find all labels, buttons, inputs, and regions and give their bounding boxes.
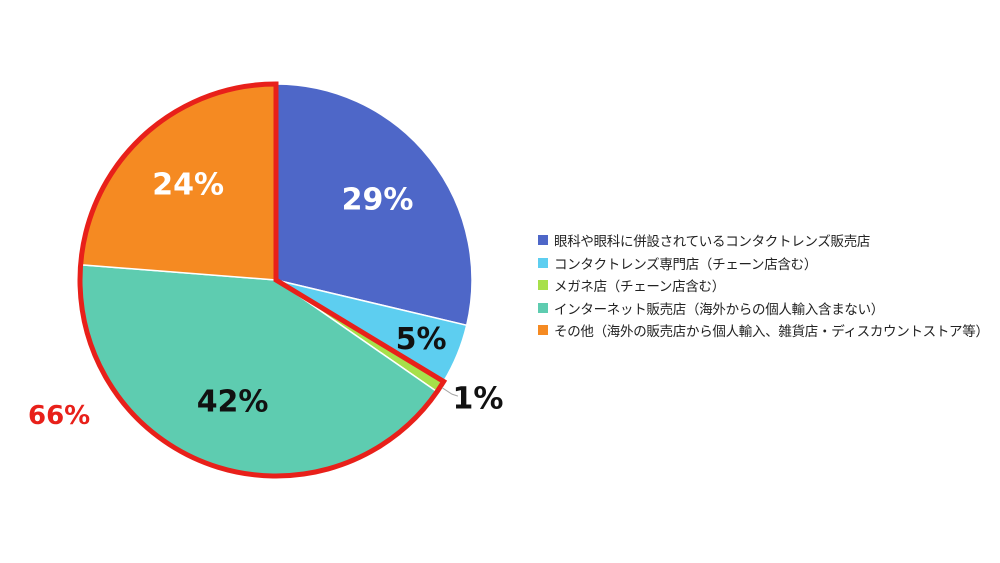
legend-swatch <box>538 280 548 291</box>
slice-label-1: 29% <box>342 182 414 217</box>
legend-item-2: コンタクトレンズ専門店（チェーン店含む） <box>538 252 993 275</box>
leader-lines <box>441 387 459 397</box>
highlight-outline <box>77 81 448 479</box>
highlight-group-label: 66% <box>28 401 90 431</box>
legend: 眼科や眼科に併設されているコンタクトレンズ販売店 コンタクトレンズ専門店（チェーン… <box>538 229 993 342</box>
slice-label-4: 42% <box>197 384 269 419</box>
legend-swatch <box>538 302 548 313</box>
legend-item-4: インターネット販売店（海外からの個人輸入含まない） <box>538 297 993 320</box>
legend-swatch <box>538 235 548 246</box>
highlight-outline-path <box>77 81 448 479</box>
legend-label: メガネ店（チェーン店含む） <box>554 279 725 296</box>
legend-item-3: メガネ店（チェーン店含む） <box>538 274 993 297</box>
legend-swatch <box>538 257 548 268</box>
legend-label: 眼科や眼科に併設されているコンタクトレンズ販売店 <box>554 234 871 251</box>
legend-item-5: その他（海外の販売店から個人輸入、雑貨店・ディスカウントストア等） <box>538 319 993 342</box>
legend-label: コンタクトレンズ専門店（チェーン店含む） <box>554 256 818 273</box>
leader-line-3 <box>441 387 459 397</box>
slice-label-5: 24% <box>152 168 224 203</box>
slice-labels: 29% 5%1% 42% 24% <box>152 168 503 420</box>
pie-slices <box>79 83 473 477</box>
pie-slice-1 <box>275 83 473 327</box>
legend-label: インターネット販売店（海外からの個人輸入含まない） <box>554 301 884 318</box>
legend-item-1: 眼科や眼科に併設されているコンタクトレンズ販売店 <box>538 229 993 252</box>
slice-label-3: 1% <box>452 382 503 417</box>
slice-label-2: 5% <box>396 322 447 357</box>
legend-swatch <box>538 325 548 336</box>
legend-label: その他（海外の販売店から個人輸入、雑貨店・ディスカウントストア等） <box>554 324 989 341</box>
